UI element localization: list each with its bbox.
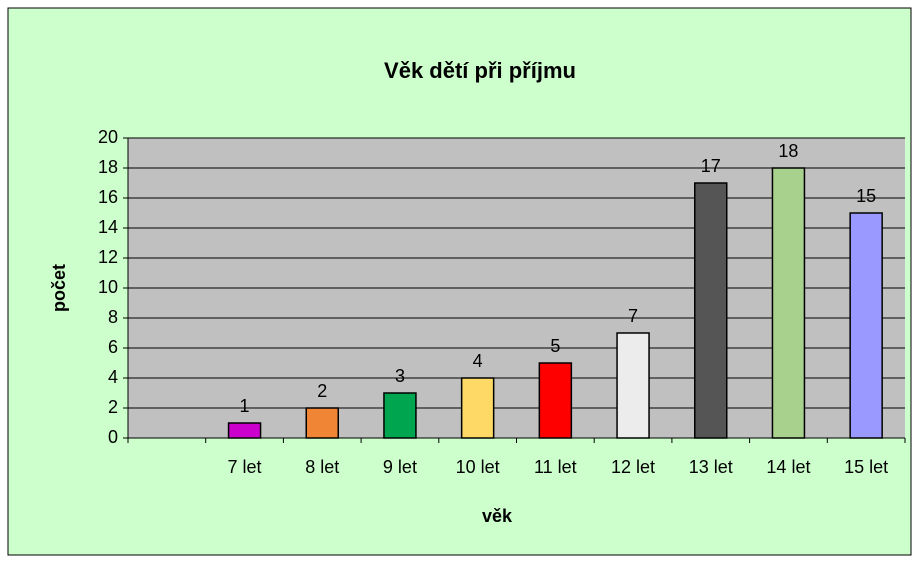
bar: [460, 377, 495, 439]
x-tick-label: 10 let: [456, 457, 500, 477]
x-tick-label: 8 let: [305, 457, 339, 477]
data-label: 18: [778, 141, 798, 161]
y-axis-title: počet: [49, 264, 69, 312]
x-tick-label: 12 let: [611, 457, 655, 477]
chart-title: Věk dětí při příjmu: [384, 58, 576, 83]
y-tick-label: 12: [98, 247, 118, 267]
y-tick-label: 2: [108, 397, 118, 417]
y-tick-label: 18: [98, 157, 118, 177]
x-tick-label: 11 let: [534, 457, 577, 477]
bar: [383, 392, 417, 439]
y-tick-label: 0: [108, 427, 118, 447]
bar: [694, 182, 728, 439]
y-tick-label: 8: [108, 307, 118, 327]
data-label: 17: [701, 156, 721, 176]
y-tick-label: 16: [98, 187, 118, 207]
data-label: 2: [317, 381, 327, 401]
y-tick-label: 6: [108, 337, 118, 357]
bar: [616, 332, 650, 439]
x-axis-title: věk: [482, 506, 513, 526]
y-tick-label: 20: [98, 127, 118, 147]
data-label: 1: [240, 396, 250, 416]
y-tick-label: 10: [98, 277, 118, 297]
bar: [849, 212, 883, 439]
data-label: 15: [856, 186, 876, 206]
y-tick-label: 14: [98, 217, 118, 237]
x-tick-label: 7 let: [228, 457, 262, 477]
y-tick-label: 4: [108, 367, 118, 387]
x-tick-label: 9 let: [383, 457, 417, 477]
x-tick-label: 13 let: [689, 457, 733, 477]
bar: [771, 167, 806, 439]
bar: [538, 362, 573, 439]
data-label: 4: [473, 351, 483, 371]
x-tick-label: 14 let: [766, 457, 810, 477]
bar: [227, 422, 262, 439]
bar: [305, 407, 339, 439]
data-label: 5: [550, 336, 560, 356]
data-label: 3: [395, 366, 405, 386]
x-tick-label: 15 let: [844, 457, 888, 477]
data-label: 7: [628, 306, 638, 326]
